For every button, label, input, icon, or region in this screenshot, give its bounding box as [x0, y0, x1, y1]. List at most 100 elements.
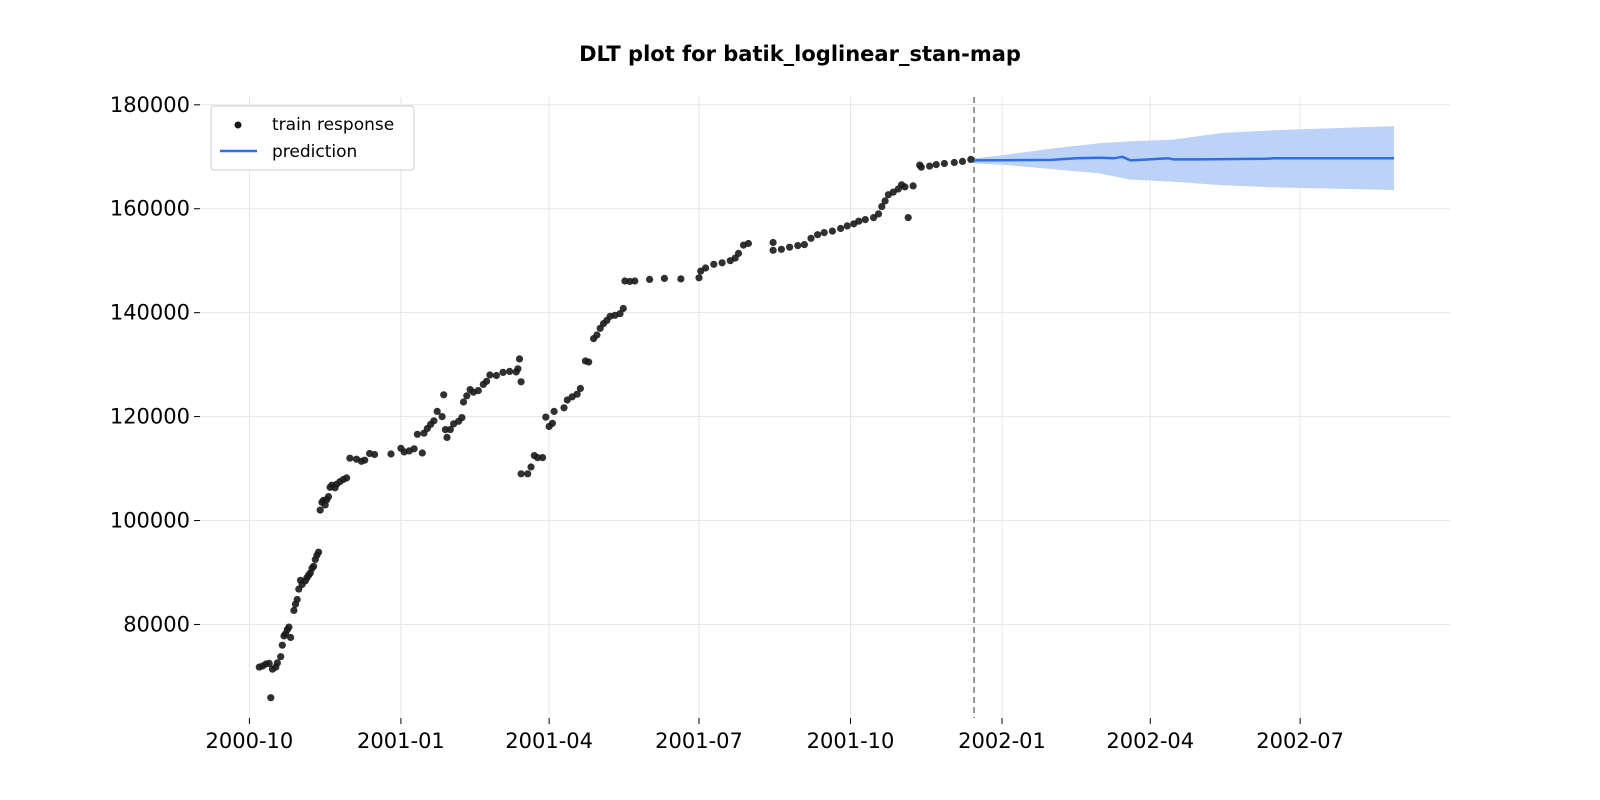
train-response-point: [430, 417, 438, 425]
train-response-point: [440, 391, 448, 399]
train-response-point: [413, 430, 421, 438]
train-response-point: [718, 259, 726, 267]
train-response-point: [539, 454, 547, 462]
train-response-point: [310, 562, 318, 570]
train-response-point: [346, 454, 354, 462]
train-response-point: [932, 161, 940, 169]
train-response-point: [542, 413, 550, 421]
train-response-point: [273, 659, 281, 667]
train-response-point: [534, 454, 542, 462]
train-response-point: [861, 216, 869, 224]
x-tick-label: 2001-07: [655, 729, 743, 753]
train-response-point: [926, 162, 934, 170]
train-response-point: [855, 217, 863, 225]
x-axis-ticks: 2000-10 2001-01 2001-04 2001-07 2001-10 2002-…: [206, 718, 1344, 753]
train-response-point: [769, 238, 777, 247]
train-response-point: [560, 404, 568, 412]
train-response-point: [343, 474, 351, 482]
train-response-point: [474, 387, 482, 395]
train-response-point: [277, 653, 285, 661]
train-response-point: [418, 449, 426, 457]
train-response-point: [631, 277, 639, 285]
train-response-point: [744, 239, 753, 248]
train-response-point: [316, 506, 324, 514]
train-response-point: [777, 245, 786, 253]
legend-train-marker: [234, 121, 242, 129]
y-tick-label: 80000: [123, 612, 190, 636]
train-response-point: [950, 158, 958, 167]
train-response-point: [958, 157, 967, 165]
train-response-point: [870, 214, 878, 222]
train-response-point: [324, 493, 333, 501]
train-response-point: [702, 264, 710, 272]
train-response-point: [660, 274, 669, 282]
y-tick-label: 120000: [110, 405, 190, 429]
train-response-point: [483, 377, 491, 385]
train-response-point: [940, 159, 949, 168]
train-response-point: [515, 355, 524, 363]
y-axis-ticks: 80000 100000 120000 140000 160000 180000: [110, 93, 200, 636]
legend-box: [210, 105, 415, 171]
train-response-point: [814, 231, 822, 239]
train-response-point: [290, 606, 298, 615]
prediction-uncertainty-band: [974, 126, 1394, 190]
train-response-point: [438, 413, 446, 421]
train-response-point: [878, 203, 886, 211]
train-response-point: [492, 371, 500, 380]
train-response-point: [514, 365, 522, 373]
train-response-point: [734, 249, 743, 257]
train-response-point: [486, 371, 494, 379]
prediction-line-layer: [973, 155, 1394, 162]
train-response-point: [527, 463, 535, 471]
train-response-point: [800, 241, 809, 249]
train-points-layer: [255, 155, 975, 702]
x-tick-label: 2002-04: [1106, 729, 1194, 753]
train-response-point: [901, 183, 909, 191]
train-response-point: [769, 246, 777, 254]
train-response-point: [695, 274, 703, 282]
train-response-point: [278, 641, 286, 649]
train-response-point: [293, 595, 301, 604]
train-response-point: [820, 229, 828, 237]
train-response-point: [265, 659, 273, 668]
train-response-point: [967, 155, 975, 163]
train-response-point: [458, 414, 466, 422]
train-response-point: [786, 243, 794, 251]
x-tick-label: 2002-01: [958, 729, 1046, 753]
y-tick-label: 180000: [110, 93, 190, 117]
prediction-line: [973, 155, 1394, 162]
train-response-point: [874, 210, 883, 218]
y-tick-label: 140000: [110, 301, 190, 325]
train-response-point: [550, 407, 558, 415]
train-response-point: [677, 275, 685, 283]
chart-title: DLT plot for batik_loglinear_stan-map: [579, 42, 1021, 66]
train-response-point: [371, 450, 379, 459]
train-response-point: [917, 163, 925, 171]
train-response-point: [881, 197, 889, 205]
train-response-point: [828, 227, 837, 235]
train-response-point: [807, 234, 815, 242]
train-response-point: [843, 222, 851, 230]
x-tick-label: 2000-10: [206, 729, 294, 753]
train-response-point: [446, 426, 454, 434]
train-response-point: [619, 304, 627, 313]
x-tick-label: 2001-01: [357, 729, 445, 753]
legend-train-label: train response: [272, 115, 394, 135]
legend-prediction-label: prediction: [272, 142, 357, 162]
train-response-point: [593, 331, 601, 339]
train-response-point: [710, 260, 718, 268]
train-response-point: [267, 694, 275, 702]
train-response-point: [616, 310, 624, 318]
train-response-point: [459, 398, 468, 406]
train-response-point: [548, 419, 557, 427]
train-response-point: [410, 445, 418, 453]
train-response-point: [794, 242, 802, 250]
legend: train response prediction: [210, 105, 415, 171]
train-response-point: [904, 214, 912, 222]
train-response-point: [463, 392, 471, 400]
x-tick-label: 2001-04: [505, 729, 593, 753]
prediction-band-layer: [974, 126, 1394, 190]
train-response-point: [576, 384, 585, 393]
train-response-point: [909, 182, 917, 190]
